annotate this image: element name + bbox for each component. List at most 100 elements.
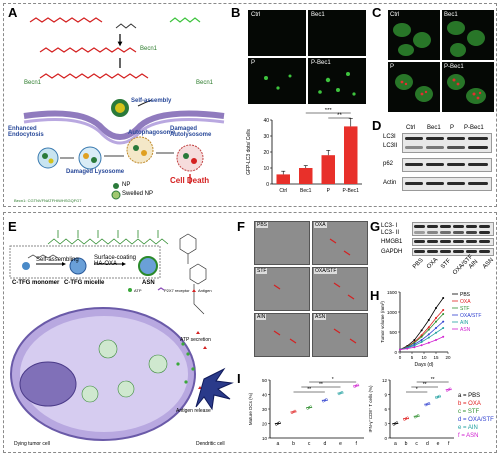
bar-y-tick-label: 30 [263, 134, 269, 140]
dot-y-tick-label: 3 [384, 422, 387, 427]
dot-sig-label: ** [431, 377, 435, 383]
line-point [442, 309, 445, 311]
blot-g-row-lc3-i: LC3- I [381, 223, 398, 229]
blot-g-band [414, 240, 425, 243]
dot-sig-label: ** [319, 382, 323, 388]
panel-label-a: A [8, 5, 18, 20]
bar-bec1 [299, 168, 313, 184]
fluor-label-ctrl: Ctrl [390, 12, 400, 18]
dot-y-tick-label: 6 [384, 407, 387, 412]
line-point [427, 333, 430, 336]
blot-d-row-p62: p62 [383, 161, 394, 167]
dot-sig-label: ** [307, 387, 311, 393]
blot-d-col-p-bec1: P-Bec1 [464, 125, 484, 131]
panel-label-b: B [231, 5, 241, 20]
panel-label-h: H [370, 288, 380, 303]
line-point [413, 339, 416, 341]
micrograph-p [248, 58, 306, 104]
bar-category-label: P [327, 188, 331, 194]
line-point [420, 329, 423, 332]
micrograph-label-ctrl: Ctrl [251, 12, 261, 18]
line-point [427, 328, 430, 331]
line-x-tick-label: 0 [399, 355, 402, 360]
blot-g-band [440, 225, 451, 228]
dot-category-label: d [426, 441, 429, 447]
line-point [420, 335, 423, 338]
c-tfg-micelle-label: C-TFG micelle [64, 280, 105, 286]
line-point [435, 339, 437, 341]
blot-g-band [479, 240, 490, 243]
dot-category-label: c [308, 441, 311, 447]
line-y-tick-label: 1500 [387, 290, 398, 295]
line-point [442, 297, 445, 299]
line-y-axis-label: Tumor volume (mm³) [380, 301, 385, 343]
dot-y-tick-label: 40 [262, 393, 268, 398]
line-point [427, 336, 430, 339]
micrograph-p-bec1 [308, 58, 366, 104]
becn1-label-right: Becn1 [196, 80, 214, 86]
blot-g-band [427, 231, 438, 234]
line-point [435, 307, 437, 309]
line-point [442, 335, 445, 338]
bar-chart-gfp-lc3: 0 10 20 30 40 Ctrl Bec1 P P-Bec1 GFP-LC3 dots/ Ce… [246, 108, 362, 194]
tem-label-pbs: PBS [256, 222, 269, 228]
tem-asn [312, 313, 368, 357]
dot-y-tick-label: 50 [262, 378, 268, 383]
blot-g-band [453, 231, 464, 234]
blot-d-col-p: P [450, 125, 455, 131]
bar-y-tick-label: 20 [263, 150, 269, 156]
line-point [406, 347, 409, 350]
blot-g-band [427, 240, 438, 243]
tem-label-oxa-stf: OXA/STF [314, 268, 338, 274]
blot-g-band [427, 225, 438, 228]
dot-category-label: f [355, 441, 357, 447]
dot-y-tick-label: 30 [262, 407, 268, 412]
tem-label-ain: AIN [256, 314, 267, 320]
line-x-tick-label: 10 [421, 355, 427, 360]
line-point [413, 346, 416, 349]
line-point [420, 341, 423, 343]
blot-g-band [479, 250, 490, 253]
p2x7-legend-label: P2X7 receptor [164, 288, 190, 293]
sig-label-2: *** [325, 108, 333, 114]
panel-label-e: E [8, 219, 17, 234]
tem-pbs [254, 221, 310, 265]
legend-i-item: a = PBS [458, 393, 481, 399]
dot-y-tick-label: 0 [384, 436, 387, 441]
tem-oxa-stf [312, 267, 368, 311]
blot-g-row-hmgb1: HMGB1 [381, 239, 403, 245]
blot-g-band [466, 250, 477, 253]
panel-a-schematic [23, 17, 225, 200]
legend-h-label: AIN [460, 320, 469, 326]
line-y-tick-label: 1000 [387, 310, 398, 315]
dot-category-label: f [448, 441, 450, 447]
line-point [442, 313, 445, 315]
line-point [427, 326, 430, 329]
blot-g-band [479, 225, 490, 228]
antigen-release-label: Antigen release [176, 408, 211, 414]
bar-y-tick-label: 40 [263, 118, 269, 124]
fluor-p [388, 62, 440, 112]
blot-g-band [427, 250, 438, 253]
blot-d-lc3 [402, 133, 492, 153]
dot-category-label: a [394, 441, 397, 447]
line-point [435, 320, 437, 323]
blot-g-row-lc3-ii: LC3- II [381, 230, 400, 236]
bar-p-bec1 [344, 126, 358, 184]
dot-y-tick-label: 20 [262, 422, 268, 427]
blot-g-band [453, 240, 464, 243]
fluor-label-p-bec1: P-Bec1 [444, 64, 464, 70]
blot-g-band [453, 225, 464, 228]
line-point [442, 327, 445, 329]
line-point [435, 317, 437, 319]
line-point [427, 341, 430, 344]
line-point [420, 334, 423, 337]
autophagosome-label: Autophagosome [128, 130, 176, 136]
blot-g-band [466, 240, 477, 243]
legend-i-item: c = STF [458, 409, 480, 415]
line-point [399, 348, 401, 351]
dot-category-label: b [292, 441, 295, 447]
blot-g-band [453, 250, 464, 253]
becn1-label-top: Becn1 [140, 46, 158, 52]
